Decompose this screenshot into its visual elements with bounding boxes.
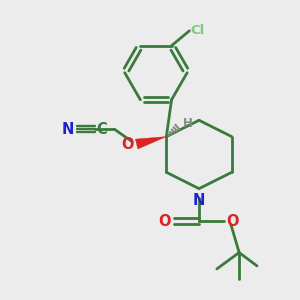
Polygon shape bbox=[135, 136, 166, 149]
Text: O: O bbox=[121, 136, 134, 152]
Text: N: N bbox=[62, 122, 74, 137]
Text: O: O bbox=[227, 214, 239, 229]
Text: O: O bbox=[158, 214, 171, 229]
Text: Cl: Cl bbox=[191, 24, 205, 37]
Text: H: H bbox=[183, 117, 193, 130]
Text: N: N bbox=[193, 193, 205, 208]
Text: C: C bbox=[97, 122, 107, 137]
